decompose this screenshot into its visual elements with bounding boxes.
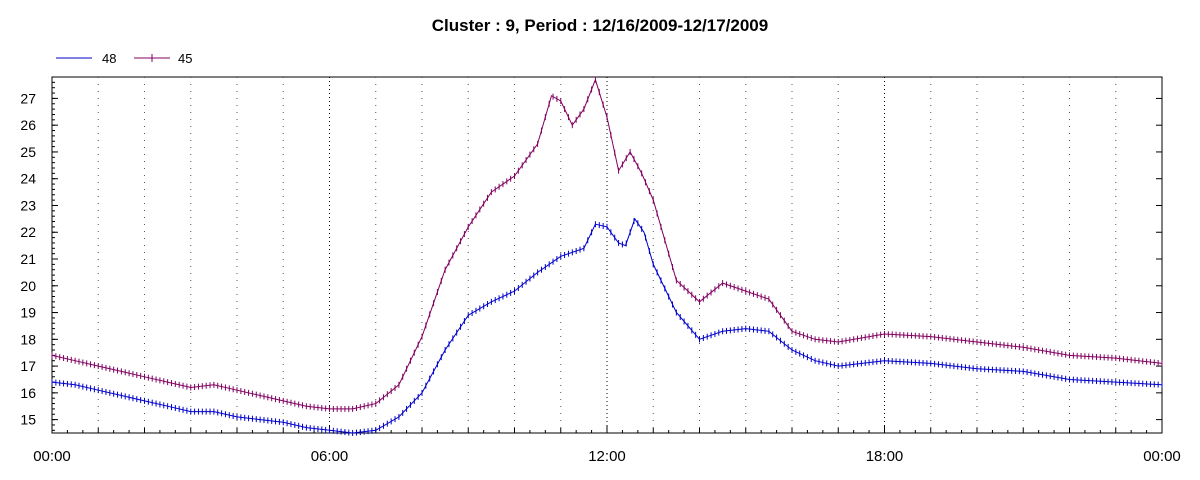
x-tick-label: 00:00 bbox=[33, 448, 71, 465]
x-tick-label: 18:00 bbox=[866, 448, 904, 465]
legend-label-48: 48 bbox=[102, 51, 116, 66]
y-tick-label: 21 bbox=[20, 251, 36, 267]
y-tick-label: 20 bbox=[20, 278, 36, 294]
x-tick-label: 12:00 bbox=[588, 448, 626, 465]
y-tick-label: 23 bbox=[20, 197, 36, 213]
legend: 48 45 bbox=[56, 51, 192, 66]
y-tick-label: 19 bbox=[20, 305, 36, 321]
chart-title: Cluster : 9, Period : 12/16/2009-12/17/2… bbox=[432, 16, 768, 35]
y-tick-label: 27 bbox=[20, 90, 36, 106]
y-axis: 15 16 17 18 19 20 21 22 23 24 25 26 27 bbox=[20, 76, 1162, 431]
y-tick-label: 26 bbox=[20, 117, 36, 133]
x-tick-label: 00:00 bbox=[1143, 448, 1181, 465]
y-tick-label: 22 bbox=[20, 224, 36, 240]
y-tick-label: 18 bbox=[20, 331, 36, 347]
series-layer bbox=[51, 76, 1163, 436]
x-tick-label: 06:00 bbox=[311, 448, 349, 465]
x-axis: 00:00 06:00 12:00 18:00 00:00 bbox=[33, 425, 1181, 465]
y-tick-label: 25 bbox=[20, 144, 36, 160]
legend-label-45: 45 bbox=[178, 51, 192, 66]
y-tick-label: 16 bbox=[20, 385, 36, 401]
series-markers-45 bbox=[51, 76, 1163, 412]
grid bbox=[97, 77, 1117, 433]
y-tick-label: 24 bbox=[20, 171, 36, 187]
plot-area bbox=[51, 76, 1163, 434]
y-tick-label: 17 bbox=[20, 358, 36, 374]
y-tick-label: 15 bbox=[20, 412, 36, 428]
series-markers-48 bbox=[51, 218, 1163, 436]
